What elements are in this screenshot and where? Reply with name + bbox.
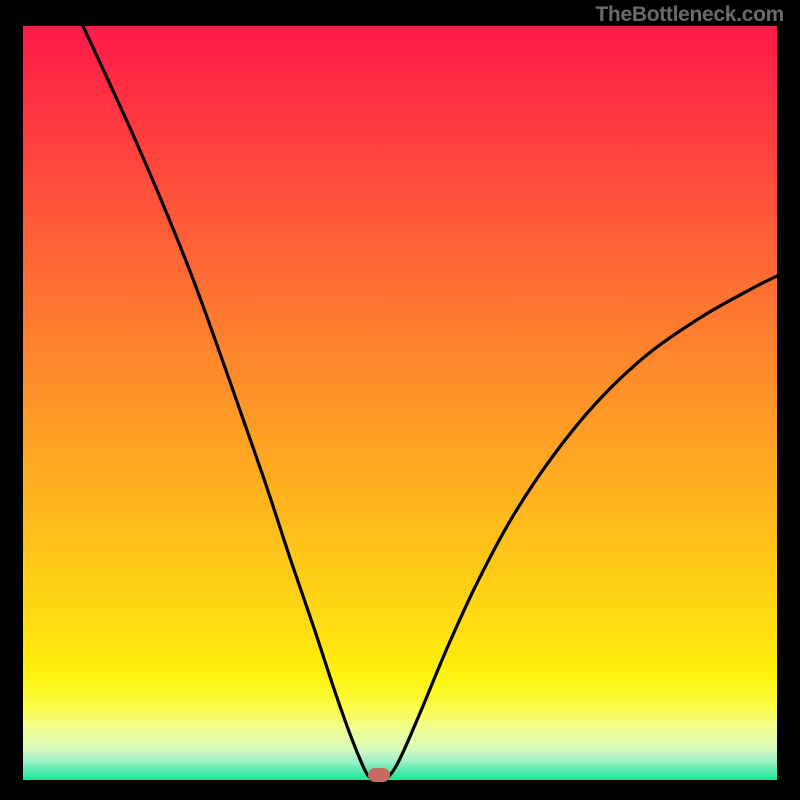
plot-area	[23, 26, 777, 780]
bottleneck-curve	[23, 26, 777, 780]
chart-container: TheBottleneck.com	[0, 0, 800, 800]
watermark-text: TheBottleneck.com	[595, 3, 784, 27]
optimum-marker	[368, 768, 390, 782]
